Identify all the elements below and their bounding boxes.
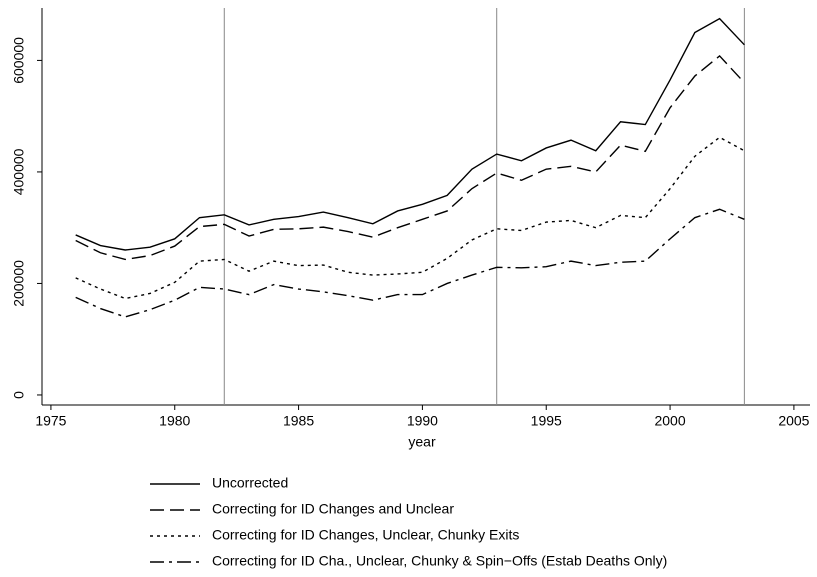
series-line	[75, 136, 745, 300]
x-tick-label: 2005	[778, 413, 809, 429]
y-tick-label: 400000	[11, 148, 27, 195]
y-tick-label: 200000	[11, 260, 27, 307]
x-tick-label: 1975	[35, 413, 66, 429]
series-line	[75, 208, 745, 318]
y-tick-label: 0	[11, 391, 27, 399]
x-tick-label: 2000	[654, 413, 685, 429]
legend-label: Correcting for ID Changes and Unclear	[212, 501, 454, 517]
x-tick-label: 1995	[531, 413, 562, 429]
legend-label: Uncorrected	[212, 475, 288, 491]
x-tick-label: 1990	[407, 413, 438, 429]
y-tick-label: 600000	[11, 37, 27, 84]
legend-label: Correcting for ID Changes, Unclear, Chun…	[212, 527, 519, 543]
x-tick-label: 1980	[159, 413, 190, 429]
series-line	[75, 54, 745, 261]
series-line	[75, 17, 745, 251]
x-axis-label: year	[408, 434, 436, 450]
x-tick-label: 1985	[283, 413, 314, 429]
legend-label: Correcting for ID Cha., Unclear, Chunky …	[212, 553, 667, 569]
